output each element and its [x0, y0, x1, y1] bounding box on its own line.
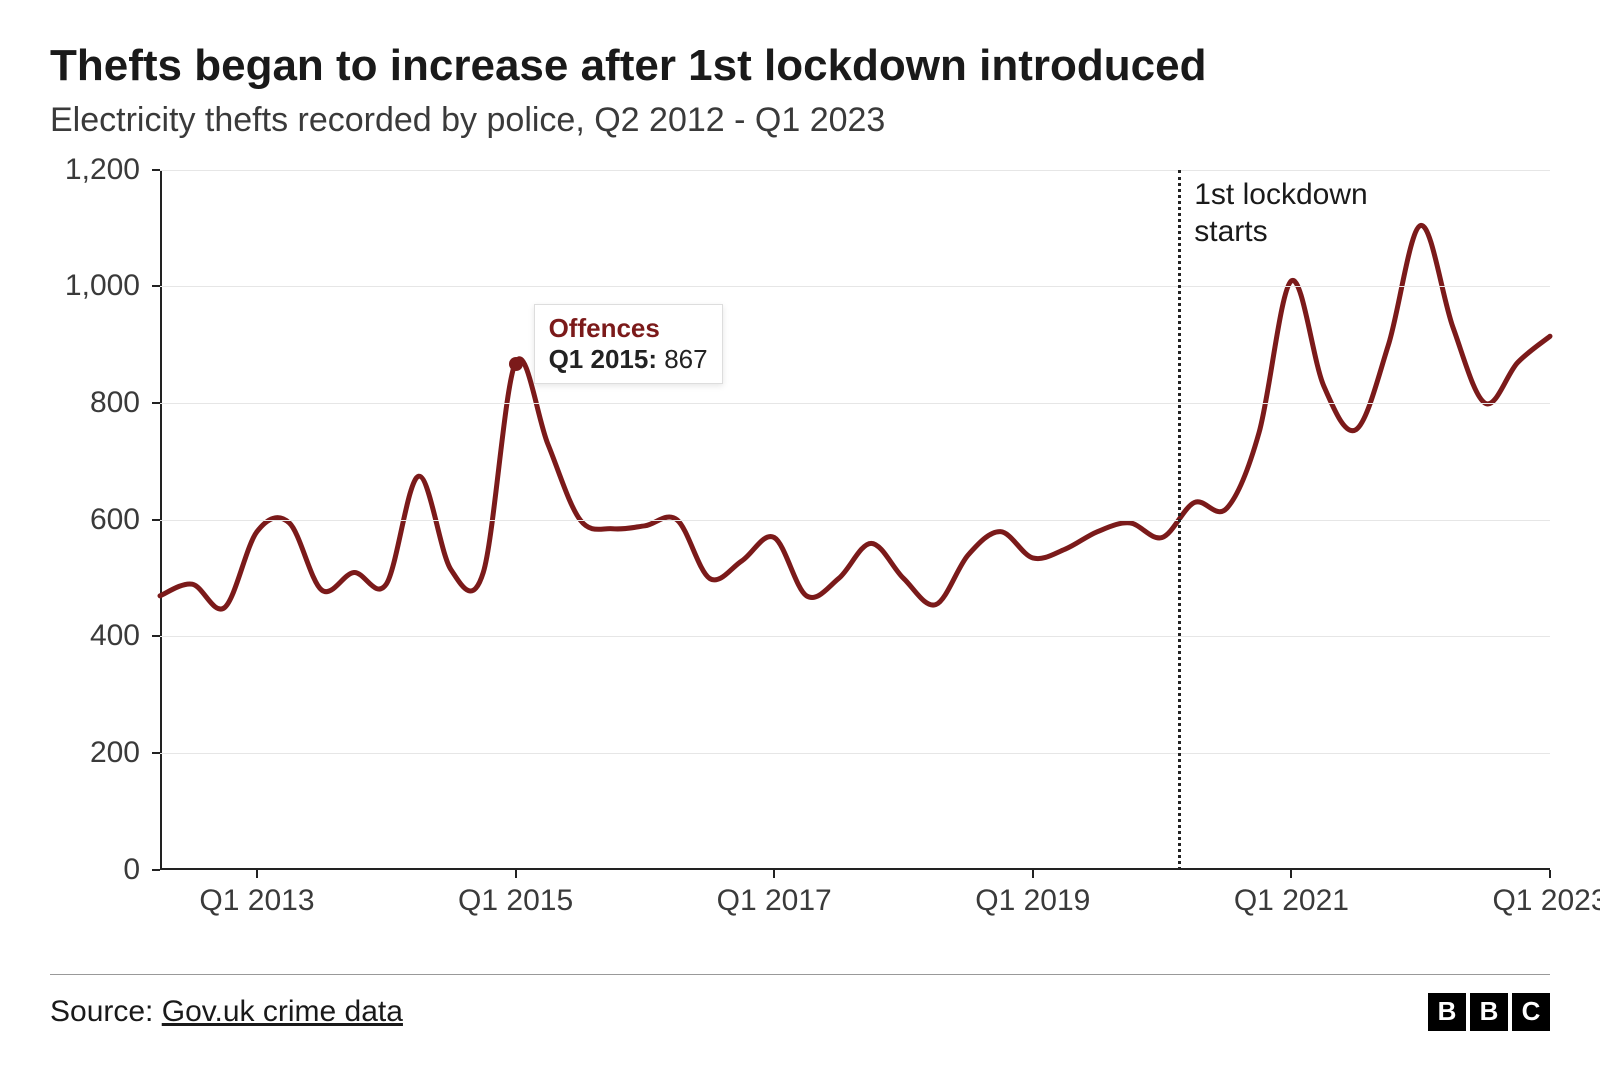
- bbc-block-2: B: [1470, 993, 1508, 1031]
- y-axis-labels: 02004006008001,0001,200: [50, 170, 150, 930]
- x-tick-label: Q1 2023: [1492, 884, 1600, 918]
- tooltip-marker: [509, 357, 523, 371]
- gridline: [160, 636, 1550, 637]
- x-tick: [515, 870, 517, 878]
- y-tick-label: 400: [90, 619, 140, 653]
- lockdown-reference-line: [1178, 170, 1181, 870]
- bbc-block-1: B: [1428, 993, 1466, 1031]
- bbc-logo: B B C: [1428, 993, 1550, 1031]
- x-tick-label: Q1 2017: [717, 884, 832, 918]
- y-tick: [152, 635, 160, 637]
- footer-rule: [50, 974, 1550, 975]
- tooltip: OffencesQ1 2015: 867: [534, 304, 723, 384]
- tooltip-title: Offences: [549, 313, 708, 344]
- source-text: Source: Gov.uk crime data: [50, 995, 403, 1029]
- plot-area: Q1 2013Q1 2015Q1 2017Q1 2019Q1 2021Q1 20…: [160, 170, 1550, 870]
- lockdown-annotation: 1st lockdownstarts: [1194, 176, 1367, 251]
- y-tick: [152, 402, 160, 404]
- gridline: [160, 403, 1550, 404]
- bbc-block-3: C: [1512, 993, 1550, 1031]
- y-tick: [152, 285, 160, 287]
- y-tick: [152, 869, 160, 871]
- y-tick-label: 1,200: [65, 153, 140, 187]
- x-tick: [1032, 870, 1034, 878]
- tooltip-row: Q1 2015: 867: [549, 344, 708, 375]
- gridline: [160, 286, 1550, 287]
- chart-area: 02004006008001,0001,200 Q1 2013Q1 2015Q1…: [50, 170, 1550, 930]
- y-tick-label: 200: [90, 736, 140, 770]
- x-tick-label: Q1 2013: [199, 884, 314, 918]
- y-tick: [152, 169, 160, 171]
- x-tick: [256, 870, 258, 878]
- source-prefix: Source:: [50, 995, 162, 1028]
- source-link[interactable]: Gov.uk crime data: [162, 995, 403, 1028]
- x-tick: [1549, 870, 1551, 878]
- x-tick: [773, 870, 775, 878]
- gridline: [160, 170, 1550, 171]
- y-tick-label: 1,000: [65, 269, 140, 303]
- y-tick: [152, 519, 160, 521]
- y-tick-label: 800: [90, 386, 140, 420]
- footer: Source: Gov.uk crime data B B C: [50, 993, 1550, 1031]
- gridline: [160, 520, 1550, 521]
- x-tick-label: Q1 2015: [458, 884, 573, 918]
- x-tick: [1290, 870, 1292, 878]
- y-tick-label: 0: [123, 853, 140, 887]
- chart-title: Thefts began to increase after 1st lockd…: [50, 40, 1550, 93]
- y-tick: [152, 752, 160, 754]
- x-tick-label: Q1 2021: [1234, 884, 1349, 918]
- y-tick-label: 600: [90, 503, 140, 537]
- gridline: [160, 753, 1550, 754]
- x-tick-label: Q1 2019: [975, 884, 1090, 918]
- chart-subtitle: Electricity thefts recorded by police, Q…: [50, 101, 1550, 140]
